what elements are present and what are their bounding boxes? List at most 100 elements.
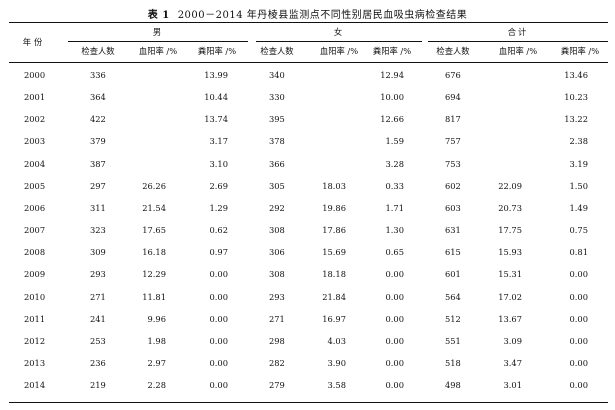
table-cell: 0.97 (209, 247, 228, 257)
table-cell: 17.75 (498, 225, 522, 235)
table-cell: 309 (90, 247, 106, 257)
table-cell: 306 (269, 247, 285, 257)
table-cell: 0.00 (209, 292, 228, 302)
table-cell: 3.58 (327, 380, 346, 390)
table-cell: 2.38 (569, 136, 588, 146)
table-cell: 0.00 (209, 314, 228, 324)
table-cell: 241 (90, 314, 106, 324)
table-cell: 292 (269, 203, 285, 213)
table-cell: 0.00 (569, 292, 588, 302)
header-subcol: 检查人数 (436, 46, 470, 56)
table-cell: 1.50 (569, 181, 588, 191)
table-cell: 0.62 (209, 225, 228, 235)
table-cell: 253 (90, 336, 106, 346)
header-subcol: 检查人数 (81, 46, 115, 56)
table-cell: 330 (269, 92, 285, 102)
table-cell: 10.00 (380, 92, 404, 102)
table-cell: 323 (90, 225, 106, 235)
header-subcol: 粪阳率 /% (372, 46, 412, 56)
table-cell: 18.18 (322, 269, 346, 279)
table-cell: 15.93 (498, 247, 522, 257)
row-year: 2007 (24, 225, 46, 235)
table-cell: 12.94 (380, 70, 404, 80)
table-cell: 336 (90, 70, 106, 80)
table-title: 2000－2014 年丹棱县监测点不同性别居民血吸虫病检查结果 (177, 10, 468, 21)
table-cell: 219 (90, 380, 106, 390)
table-cell: 12.66 (380, 114, 404, 124)
table-cell: 0.00 (209, 269, 228, 279)
table-cell: 676 (445, 70, 461, 80)
table-cell: 282 (269, 358, 285, 368)
table-cell: 3.01 (503, 380, 522, 390)
table-cell: 0.33 (385, 181, 404, 191)
row-year: 2008 (24, 247, 46, 257)
table-cell: 17.86 (322, 225, 346, 235)
table-cell: 564 (445, 292, 461, 302)
table-cell: 0.00 (569, 314, 588, 324)
table-cell: 631 (445, 225, 461, 235)
row-year: 2011 (24, 314, 46, 324)
table-cell: 366 (269, 159, 285, 169)
table-cell: 9.96 (147, 314, 166, 324)
group-line-total (428, 41, 608, 42)
table-caption: 表 1 2000－2014 年丹棱县监测点不同性别居民血吸虫病检查结果 (0, 6, 615, 21)
table-cell: 22.09 (498, 181, 522, 191)
table-cell: 13.22 (564, 114, 588, 124)
row-year: 2004 (24, 159, 46, 169)
table-cell: 1.59 (385, 136, 404, 146)
table-cell: 378 (269, 136, 285, 146)
table-cell: 0.00 (569, 358, 588, 368)
row-year: 2009 (24, 269, 46, 279)
table-cell: 10.23 (564, 92, 588, 102)
top-rule (9, 22, 608, 24)
table-cell: 3.90 (327, 358, 346, 368)
row-year: 2002 (24, 114, 46, 124)
table-cell: 2.97 (147, 358, 166, 368)
table-cell: 10.44 (204, 92, 228, 102)
header-subcol: 检查人数 (260, 46, 294, 56)
table-cell: 11.81 (142, 292, 166, 302)
table-cell: 364 (90, 92, 106, 102)
table-cell: 271 (90, 292, 106, 302)
table-cell: 0.00 (385, 292, 404, 302)
table-cell: 17.02 (498, 292, 522, 302)
table-cell: 3.47 (503, 358, 522, 368)
table-cell: 293 (90, 269, 106, 279)
table-cell: 694 (445, 92, 461, 102)
table-cell: 13.46 (564, 70, 588, 80)
table-label: 表 1 (147, 10, 170, 21)
table-cell: 512 (445, 314, 461, 324)
row-year: 2012 (24, 336, 46, 346)
table-cell: 1.49 (569, 203, 588, 213)
table-cell: 817 (445, 114, 461, 124)
bottom-rule (9, 402, 608, 404)
table-cell: 615 (445, 247, 461, 257)
row-year: 2014 (24, 380, 46, 390)
table-cell: 0.00 (569, 380, 588, 390)
table-cell: 2.28 (147, 380, 166, 390)
header-subcol: 血阳率 /% (498, 46, 538, 56)
table-cell: 236 (90, 358, 106, 368)
table-cell: 379 (90, 136, 106, 146)
table-cell: 757 (445, 136, 461, 146)
header-rule (9, 62, 608, 63)
table-cell: 0.00 (209, 380, 228, 390)
table-cell: 422 (90, 114, 106, 124)
header-group: 合计 (507, 27, 529, 37)
table-cell: 3.09 (503, 336, 522, 346)
table-cell: 601 (445, 269, 461, 279)
table-cell: 518 (445, 358, 461, 368)
table-cell: 279 (269, 380, 285, 390)
table-cell: 271 (269, 314, 285, 324)
table-cell: 395 (269, 114, 285, 124)
table-cell: 2.69 (209, 181, 228, 191)
table-cell: 298 (269, 336, 285, 346)
table-cell: 21.54 (142, 203, 166, 213)
header-subcol: 血阳率 /% (319, 46, 359, 56)
table-cell: 3.17 (209, 136, 228, 146)
table-cell: 17.65 (142, 225, 166, 235)
table-cell: 0.00 (385, 269, 404, 279)
header-subcol: 粪阳率 /% (560, 46, 600, 56)
table-cell: 602 (445, 181, 461, 191)
header-year: 年份 (22, 37, 46, 47)
